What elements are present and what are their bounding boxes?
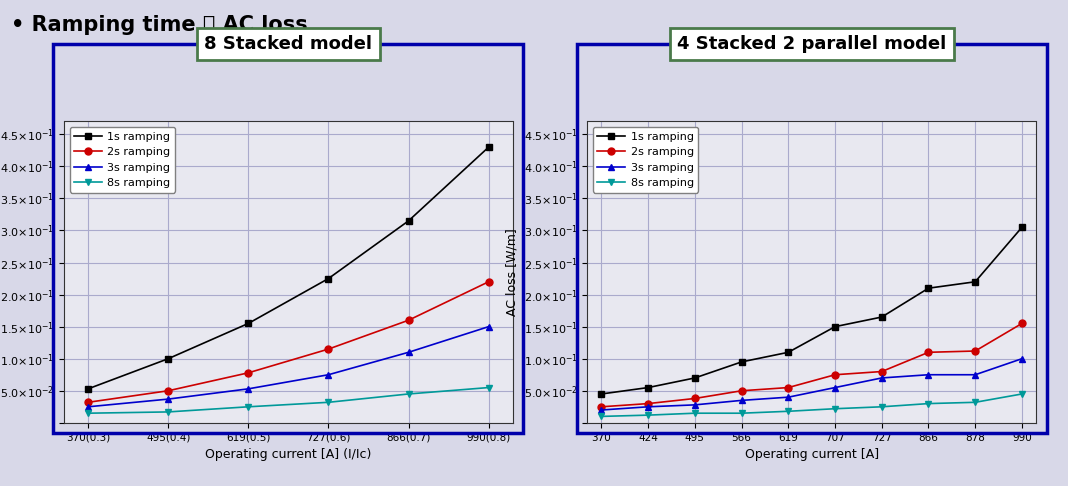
3s ramping bbox=[922, 372, 934, 378]
1s ramping bbox=[323, 276, 335, 281]
Line: 3s ramping: 3s ramping bbox=[84, 323, 492, 410]
1s ramping bbox=[162, 356, 175, 362]
3s ramping bbox=[483, 324, 496, 330]
1s ramping bbox=[483, 144, 496, 150]
1s ramping bbox=[81, 386, 95, 392]
8s ramping bbox=[642, 412, 655, 418]
8s ramping bbox=[735, 410, 748, 416]
8s ramping bbox=[323, 399, 335, 405]
2s ramping bbox=[642, 400, 655, 406]
8s ramping bbox=[162, 409, 175, 415]
1s ramping bbox=[595, 391, 608, 397]
2s ramping bbox=[922, 349, 934, 355]
8s ramping bbox=[1016, 391, 1028, 397]
8s ramping bbox=[595, 414, 608, 419]
3s ramping bbox=[323, 372, 335, 378]
Line: 1s ramping: 1s ramping bbox=[598, 224, 1025, 398]
8s ramping bbox=[403, 391, 415, 397]
Line: 3s ramping: 3s ramping bbox=[598, 355, 1025, 414]
1s ramping bbox=[241, 321, 255, 327]
2s ramping bbox=[595, 404, 608, 410]
8s ramping bbox=[876, 404, 889, 410]
1s ramping bbox=[876, 314, 889, 320]
X-axis label: Operating current [A] (I/Ic): Operating current [A] (I/Ic) bbox=[205, 448, 372, 461]
2s ramping bbox=[483, 279, 496, 285]
Line: 8s ramping: 8s ramping bbox=[598, 390, 1025, 420]
8s ramping bbox=[483, 384, 496, 390]
8s ramping bbox=[689, 410, 702, 416]
2s ramping bbox=[969, 348, 981, 354]
2s ramping bbox=[829, 372, 842, 378]
Y-axis label: AC loss [W/m]: AC loss [W/m] bbox=[505, 228, 518, 316]
Legend: 1s ramping, 2s ramping, 3s ramping, 8s ramping: 1s ramping, 2s ramping, 3s ramping, 8s r… bbox=[593, 127, 698, 192]
3s ramping bbox=[829, 384, 842, 390]
3s ramping bbox=[689, 402, 702, 408]
1s ramping bbox=[829, 324, 842, 330]
3s ramping bbox=[1016, 356, 1028, 362]
8s ramping bbox=[782, 408, 795, 414]
1s ramping bbox=[642, 384, 655, 390]
3s ramping bbox=[969, 372, 981, 378]
2s ramping bbox=[782, 384, 795, 390]
1s ramping bbox=[689, 375, 702, 381]
2s ramping bbox=[241, 370, 255, 376]
1s ramping bbox=[922, 285, 934, 291]
Line: 2s ramping: 2s ramping bbox=[84, 278, 492, 406]
2s ramping bbox=[876, 368, 889, 374]
8s ramping bbox=[922, 400, 934, 406]
2s ramping bbox=[1016, 321, 1028, 327]
1s ramping bbox=[782, 349, 795, 355]
1s ramping bbox=[1016, 225, 1028, 230]
1s ramping bbox=[969, 279, 981, 285]
2s ramping bbox=[735, 388, 748, 394]
3s ramping bbox=[595, 407, 608, 413]
2s ramping bbox=[81, 399, 95, 405]
3s ramping bbox=[403, 349, 415, 355]
2s ramping bbox=[162, 388, 175, 394]
Text: • Ramping time 별 AC loss: • Ramping time 별 AC loss bbox=[11, 15, 308, 35]
Text: 4 Stacked 2 parallel model: 4 Stacked 2 parallel model bbox=[677, 35, 946, 53]
2s ramping bbox=[689, 396, 702, 401]
2s ramping bbox=[323, 346, 335, 352]
3s ramping bbox=[782, 394, 795, 400]
1s ramping bbox=[403, 218, 415, 224]
3s ramping bbox=[876, 375, 889, 381]
Legend: 1s ramping, 2s ramping, 3s ramping, 8s ramping: 1s ramping, 2s ramping, 3s ramping, 8s r… bbox=[69, 127, 175, 192]
Line: 8s ramping: 8s ramping bbox=[84, 384, 492, 417]
3s ramping bbox=[735, 398, 748, 403]
3s ramping bbox=[162, 396, 175, 402]
3s ramping bbox=[81, 404, 95, 410]
3s ramping bbox=[642, 404, 655, 410]
Line: 2s ramping: 2s ramping bbox=[598, 320, 1025, 410]
2s ramping bbox=[403, 317, 415, 323]
8s ramping bbox=[829, 406, 842, 412]
3s ramping bbox=[241, 386, 255, 392]
8s ramping bbox=[969, 399, 981, 405]
1s ramping bbox=[735, 359, 748, 365]
Text: 8 Stacked model: 8 Stacked model bbox=[204, 35, 373, 53]
X-axis label: Operating current [A]: Operating current [A] bbox=[744, 448, 879, 461]
8s ramping bbox=[241, 404, 255, 410]
8s ramping bbox=[81, 410, 95, 416]
Line: 1s ramping: 1s ramping bbox=[84, 144, 492, 392]
